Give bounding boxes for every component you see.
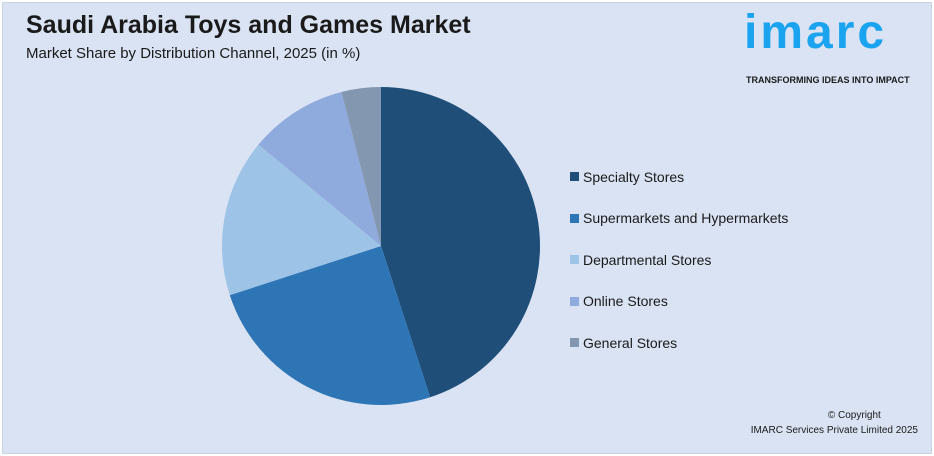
legend-swatch	[570, 172, 579, 182]
legend-swatch	[570, 213, 579, 223]
logo-wordmark: imarc	[744, 6, 888, 59]
legend-item: General Stores	[570, 322, 788, 364]
legend: Specialty Stores Supermarkets and Hyperma…	[570, 156, 788, 364]
legend-label: Supermarkets and Hypermarkets	[583, 210, 789, 227]
pie-slice-general-stores	[341, 87, 381, 246]
pie-slice-online-stores	[258, 91, 381, 247]
imarc-logo: imarc TRANSFORMING IDEAS INTO IMPACT	[744, 4, 926, 90]
legend-label: Departmental Stores	[583, 251, 712, 268]
copyright-company: IMARC Services Private Limited 2025	[750, 425, 918, 436]
copyright-notice: © Copyright IMARC Services Private Limit…	[751, 408, 918, 438]
logo-tagline: TRANSFORMING IDEAS INTO IMPACT	[746, 75, 910, 85]
copyright-label: © Copyright	[827, 410, 881, 421]
legend-item: Supermarkets and Hypermarkets	[570, 198, 788, 240]
legend-swatch	[570, 255, 579, 265]
legend-item: Specialty Stores	[570, 156, 788, 198]
chart-title: Saudi Arabia Toys and Games Market	[26, 11, 471, 39]
legend-swatch	[570, 338, 579, 348]
legend-item: Departmental Stores	[570, 239, 788, 281]
legend-label: Specialty Stores	[583, 168, 685, 185]
pie-slice-specialty-stores	[381, 87, 540, 398]
pie-slice-supermarkets-and-hypermarkets	[229, 246, 431, 406]
pie-slice-departmental-stores	[222, 144, 381, 296]
legend-swatch	[570, 296, 579, 306]
legend-item: Online Stores	[570, 281, 788, 323]
legend-label: General Stores	[583, 334, 678, 351]
legend-label: Online Stores	[583, 293, 668, 310]
chart-subtitle: Market Share by Distribution Channel, 20…	[26, 45, 361, 62]
